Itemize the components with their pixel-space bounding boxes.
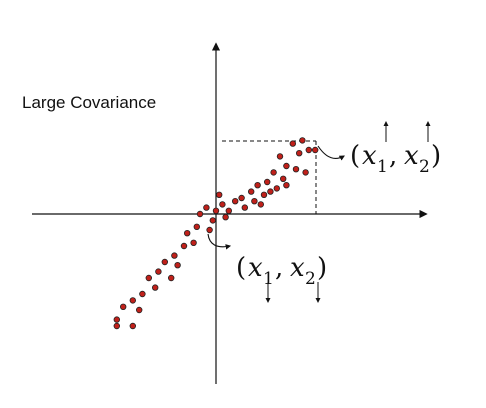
upper-x1-sub: 1 <box>377 157 388 177</box>
scatter-point-4 <box>283 162 290 170</box>
scatter-point-8 <box>264 178 271 186</box>
scatter-point-6 <box>292 165 300 173</box>
scatter-point-46 <box>167 274 175 282</box>
scatter-point-18 <box>225 207 232 214</box>
highlighted-point <box>312 146 319 154</box>
scatter-point-39 <box>139 290 146 298</box>
scatter-point-20 <box>251 197 258 205</box>
scatter-point-22 <box>283 181 290 189</box>
scatter-point-42 <box>135 306 143 314</box>
upper-comma: , <box>389 141 397 171</box>
scatter-point-13 <box>247 188 255 195</box>
lower-comma: , <box>275 253 283 283</box>
scatter-point-37 <box>145 274 152 282</box>
scatter-point-9 <box>302 169 309 176</box>
scatter-point-32 <box>180 242 188 250</box>
scatter-point-26 <box>203 204 210 211</box>
lower-left-paren: ( <box>236 253 246 283</box>
scatter-point-10 <box>254 181 261 189</box>
upper-left-paren: ( <box>350 141 360 171</box>
scatter-point-41 <box>119 303 127 310</box>
scatter-point-19 <box>219 201 226 208</box>
scatter-point-43 <box>113 316 120 323</box>
scatter-point-30 <box>183 229 191 237</box>
scatter-point-2 <box>305 146 312 154</box>
scatter-point-15 <box>257 201 264 208</box>
scatter-point-25 <box>209 217 216 224</box>
scatter-point-5 <box>270 169 277 176</box>
scatter-point-3 <box>296 149 303 157</box>
scatter-point-40 <box>129 297 136 304</box>
lower-x1-var: x <box>248 253 263 283</box>
scatter-points <box>113 137 319 330</box>
scatter-point-21 <box>267 188 274 195</box>
scatter-point-34 <box>174 262 181 269</box>
scatter-point-48 <box>299 137 306 144</box>
upper-vector-label: ( x 1 , x 2 ) <box>350 121 441 177</box>
scatter-point-31 <box>190 239 197 246</box>
scatter-point-29 <box>193 223 200 230</box>
scatter-point-47 <box>215 191 223 198</box>
scatter-point-28 <box>206 226 213 234</box>
scatter-point-17 <box>231 197 239 205</box>
scatter-point-14 <box>238 194 245 202</box>
scatter-point-0 <box>289 140 296 147</box>
upper-x1-var: x <box>362 141 377 171</box>
scatter-point-36 <box>155 268 162 275</box>
lower-right-paren: ) <box>317 253 327 283</box>
scatter-point-7 <box>280 175 287 182</box>
scatter-point-23 <box>212 207 220 214</box>
scatter-point-33 <box>171 252 178 259</box>
scatter-point-38 <box>151 284 159 291</box>
lower-pointer-arrow <box>207 233 232 250</box>
lower-x2-sub: 2 <box>305 269 316 289</box>
scatter-point-24 <box>222 213 229 221</box>
scatter-point-11 <box>273 185 280 192</box>
scatter-point-44 <box>113 322 120 330</box>
lower-x1-sub: 1 <box>263 269 274 289</box>
upper-right-paren: ) <box>431 141 441 171</box>
upper-pointer-arrow <box>317 145 345 161</box>
scatter-point-12 <box>260 191 268 198</box>
scatter-point-45 <box>129 322 136 330</box>
upper-x2-sub: 2 <box>419 157 430 177</box>
scatter-point-27 <box>196 210 204 218</box>
scatter-point-16 <box>241 204 248 211</box>
lower-x2-var: x <box>290 253 305 283</box>
diagram-title: Large Covariance <box>22 93 156 112</box>
scatter-point-35 <box>161 258 168 266</box>
scatter-point-1 <box>276 153 284 160</box>
upper-x2-var: x <box>404 141 419 171</box>
lower-vector-label: ( x 1 , x 2 ) <box>236 253 327 303</box>
